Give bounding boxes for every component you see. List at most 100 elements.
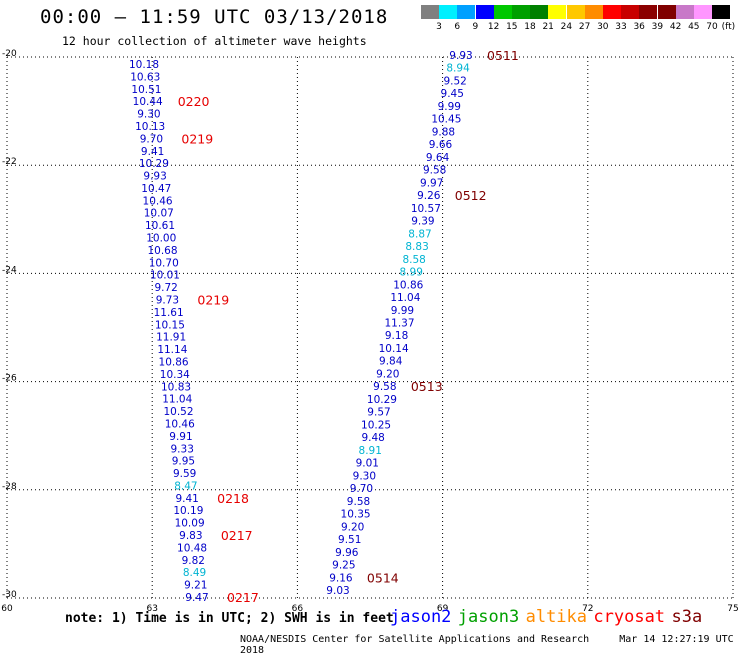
wave-height-value: 9.72 bbox=[154, 282, 177, 294]
wave-height-value: 9.20 bbox=[376, 368, 399, 380]
legend-swatch bbox=[566, 5, 585, 19]
wave-height-value: 10.45 bbox=[431, 114, 461, 126]
wave-height-value: 9.21 bbox=[184, 580, 207, 592]
time-label: 0217 bbox=[221, 528, 253, 543]
wave-height-value: 9.57 bbox=[367, 407, 390, 419]
wave-height-value: 8.91 bbox=[359, 445, 382, 457]
wave-height-value: 9.41 bbox=[141, 146, 164, 158]
time-label: 0219 bbox=[181, 131, 213, 146]
wave-height-value: 10.68 bbox=[147, 245, 177, 257]
wave-height-value: 9.30 bbox=[353, 470, 376, 482]
wave-height-value: 9.99 bbox=[391, 305, 414, 317]
wave-height-value: 9.70 bbox=[140, 133, 163, 145]
satellite-s3a: s3a bbox=[671, 607, 703, 627]
legend-swatch bbox=[603, 5, 621, 19]
wave-height-value: 8.94 bbox=[446, 63, 470, 75]
track-west: 10.1810.6310.5110.449.3010.139.709.4110.… bbox=[129, 59, 259, 605]
lon-tick-label: 69 bbox=[437, 604, 449, 614]
legend-unit: (ft) bbox=[721, 22, 736, 32]
wave-height-value: 10.63 bbox=[130, 71, 160, 83]
legend-swatch bbox=[584, 5, 603, 19]
wave-height-value: 9.99 bbox=[438, 101, 461, 113]
wave-height-value: 8.87 bbox=[408, 228, 431, 240]
wave-height-value: 10.29 bbox=[367, 394, 397, 406]
wave-height-value: 11.04 bbox=[162, 394, 192, 406]
wave-height-value: 10.47 bbox=[141, 183, 171, 195]
lon-tick-label: 60 bbox=[1, 604, 13, 614]
wave-height-value: 10.46 bbox=[143, 195, 173, 207]
lon-tick-label: 66 bbox=[292, 604, 304, 614]
wave-height-value: 9.52 bbox=[443, 75, 466, 87]
wave-height-value: 9.25 bbox=[332, 560, 355, 572]
footer-credit: NOAA/NESDIS Center for Satellite Applica… bbox=[240, 634, 740, 656]
wave-height-value: 9.59 bbox=[173, 468, 196, 480]
track-east: 9.938.949.529.459.9910.459.889.669.649.5… bbox=[326, 48, 519, 597]
wave-height-value: 10.19 bbox=[173, 505, 203, 517]
wave-height-value: 9.64 bbox=[426, 152, 450, 164]
wave-height-value: 9.20 bbox=[341, 521, 364, 533]
wave-height-value: 10.86 bbox=[393, 279, 423, 291]
wave-height-value: 10.44 bbox=[133, 96, 163, 108]
wave-height-value: 11.14 bbox=[157, 344, 187, 356]
legend-label: 70 bbox=[706, 22, 718, 32]
wave-height-value: 9.82 bbox=[182, 555, 205, 567]
page-subtitle: 12 hour collection of altimeter wave hei… bbox=[62, 34, 367, 48]
lat-tick-label: -26 bbox=[2, 374, 17, 384]
wave-height-value: 11.61 bbox=[154, 307, 184, 319]
wave-height-value: 9.58 bbox=[423, 165, 446, 177]
legend-label: 36 bbox=[633, 22, 645, 32]
wave-height-value: 9.83 bbox=[179, 530, 202, 542]
legend-label: 3 bbox=[436, 22, 442, 32]
time-label: 0512 bbox=[455, 188, 487, 203]
satellite-cryosat: cryosat bbox=[593, 607, 666, 627]
wave-height-value: 9.58 bbox=[347, 496, 370, 508]
wave-height-value: 10.86 bbox=[159, 356, 189, 368]
legend-label: 42 bbox=[669, 22, 682, 32]
wave-height-value: 9.01 bbox=[356, 458, 379, 470]
wave-height-value: 9.58 bbox=[373, 381, 396, 393]
wave-height-value: 9.26 bbox=[417, 190, 441, 202]
wave-height-value: 9.16 bbox=[329, 572, 353, 584]
wave-height-value: 10.57 bbox=[411, 203, 441, 215]
wave-height-value: 8.83 bbox=[405, 241, 428, 253]
wave-height-value: 10.52 bbox=[163, 406, 193, 418]
satellite-jason3: jason3 bbox=[457, 607, 520, 627]
wave-height-value: 9.45 bbox=[441, 88, 464, 100]
legend-label: 30 bbox=[597, 22, 609, 32]
wave-height-value: 10.83 bbox=[161, 381, 191, 393]
wave-height-value: 9.51 bbox=[338, 534, 361, 546]
lon-tick-label: 63 bbox=[146, 604, 157, 614]
wave-height-value: 9.95 bbox=[172, 456, 195, 468]
wave-height-value: 9.03 bbox=[326, 585, 349, 597]
wave-height-value: 11.04 bbox=[390, 292, 420, 304]
satellite-jason2: jason2 bbox=[390, 607, 452, 627]
legend-label: 33 bbox=[615, 22, 627, 32]
wave-height-value: 10.48 bbox=[177, 542, 207, 554]
wave-height-value: 10.61 bbox=[145, 220, 175, 232]
wave-height-value: 9.48 bbox=[361, 432, 384, 444]
lon-tick-label: 75 bbox=[727, 604, 738, 614]
legend-label: 27 bbox=[578, 22, 591, 32]
legend-label: 15 bbox=[506, 22, 518, 32]
footer-note: note: 1) Time is in UTC; 2) SWH is in fe… bbox=[65, 611, 394, 626]
wave-height-value: 10.70 bbox=[149, 257, 179, 269]
wave-height-value: 9.70 bbox=[350, 483, 373, 495]
legend-swatch bbox=[657, 5, 676, 19]
wave-height-value: 9.93 bbox=[449, 50, 472, 62]
wave-height-value: 9.41 bbox=[175, 493, 198, 505]
wave-height-value: 8.58 bbox=[402, 254, 425, 266]
satellite-altika: altika bbox=[525, 607, 588, 627]
wave-height-value: 9.33 bbox=[171, 443, 194, 455]
wave-height-value: 9.30 bbox=[137, 109, 160, 121]
legend-label: 12 bbox=[487, 22, 500, 32]
wave-height-value: 10.01 bbox=[150, 270, 180, 282]
legend-swatch bbox=[530, 5, 549, 19]
legend-swatch bbox=[457, 5, 476, 19]
wave-height-value: 10.25 bbox=[361, 419, 391, 431]
wave-height-value: 9.97 bbox=[420, 177, 443, 189]
legend-swatch bbox=[493, 5, 512, 19]
wave-height-value: 8.47 bbox=[174, 480, 197, 492]
page-title: 00:00 – 11:59 UTC 03/13/2018 bbox=[40, 6, 389, 28]
wave-height-value: 9.73 bbox=[156, 295, 179, 307]
